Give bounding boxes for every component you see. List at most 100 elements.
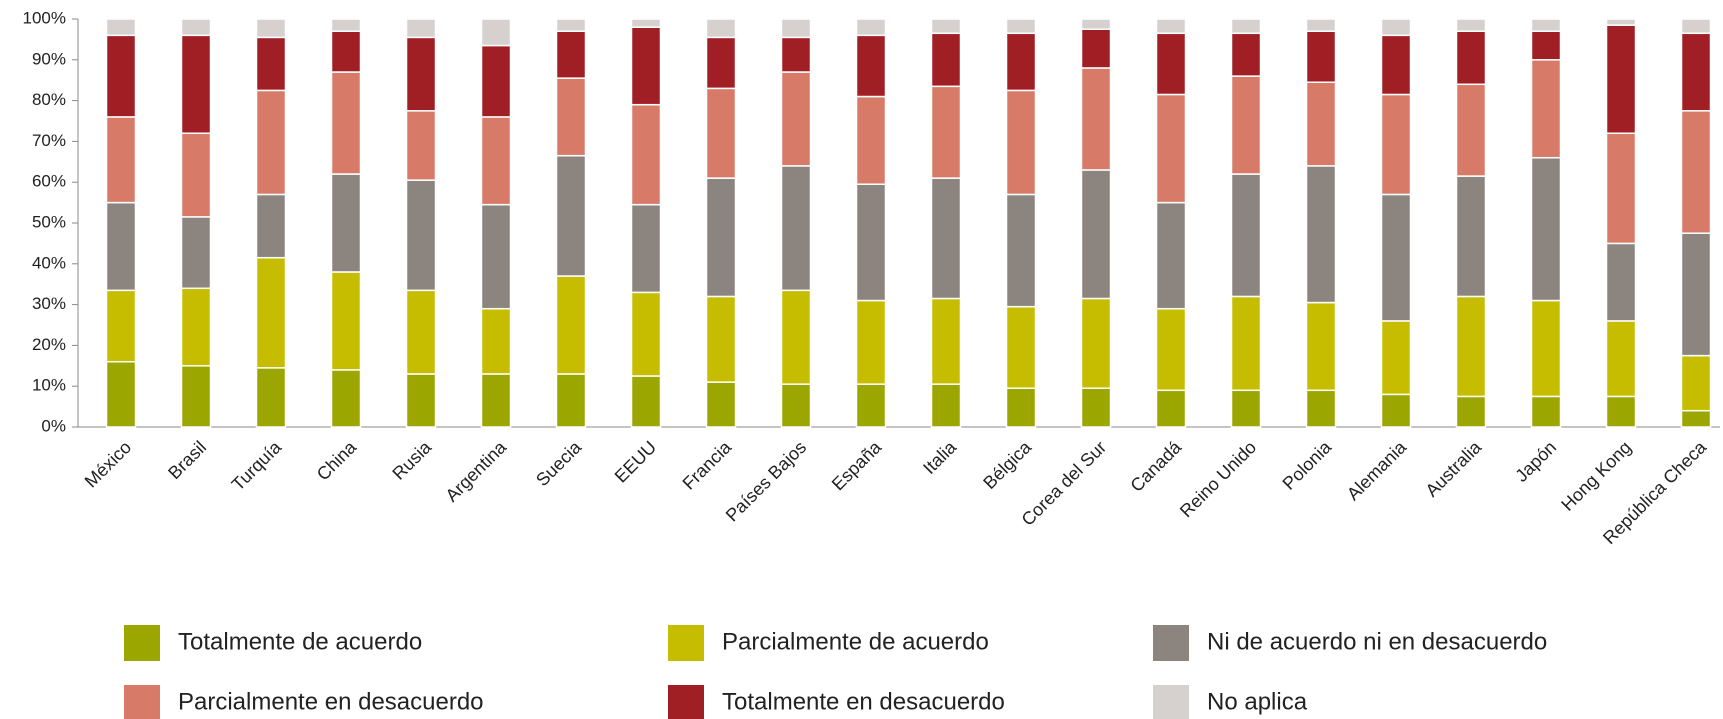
bar-segment <box>630 26 662 106</box>
bar-segment <box>930 85 962 179</box>
x-tick-label: Reino Unido <box>1176 437 1260 521</box>
bar-segment <box>1530 18 1562 32</box>
legend-label: Ni de acuerdo ni en desacuerdo <box>1207 628 1547 655</box>
bar-segment <box>105 360 137 428</box>
bar-segment <box>1005 387 1037 428</box>
bar-segment <box>1230 32 1262 77</box>
bar-segment <box>555 18 587 32</box>
bar-segment <box>1680 110 1712 234</box>
bar-segment <box>1005 18 1037 35</box>
legend-label: Parcialmente en desacuerdo <box>178 688 484 715</box>
x-tick-label: España <box>828 436 886 494</box>
y-tick-label: 20% <box>32 335 66 354</box>
bar-segment <box>705 295 737 383</box>
bar-segment <box>855 95 887 185</box>
bar-segment <box>405 373 437 428</box>
bar-segment <box>1005 305 1037 389</box>
bar-segment <box>1455 30 1487 86</box>
bar-segment <box>1155 18 1187 35</box>
bar-segment <box>1305 165 1337 304</box>
bar-segment <box>255 18 287 39</box>
bar-segment <box>930 297 962 385</box>
bar-segment <box>1380 393 1412 428</box>
legend-label: Parcialmente de acuerdo <box>722 628 989 655</box>
bar-segment <box>630 203 662 294</box>
x-tick-label: Canadá <box>1126 436 1185 495</box>
x-tick-label: EEUU <box>611 437 661 487</box>
bar-segment <box>330 173 362 273</box>
bar-segment <box>930 383 962 428</box>
bar-segment <box>1455 18 1487 32</box>
x-tick-label: Turquía <box>228 436 286 494</box>
bar-segment <box>255 89 287 196</box>
bar-segment <box>405 179 437 292</box>
legend-swatch <box>124 685 160 719</box>
legend-swatch <box>668 625 704 661</box>
bar-segment <box>705 36 737 90</box>
bar-segment <box>105 116 137 204</box>
bar-segment <box>1080 67 1112 171</box>
bar-segment <box>1455 395 1487 428</box>
y-tick-label: 70% <box>32 131 66 150</box>
legend-swatch <box>124 625 160 661</box>
bar-segment <box>180 132 212 218</box>
bar-segment <box>1680 354 1712 412</box>
bar-segment <box>330 271 362 371</box>
y-tick-label: 80% <box>32 90 66 109</box>
bar-segment <box>105 34 137 118</box>
bar-segment <box>1455 83 1487 177</box>
y-tick-label: 60% <box>32 172 66 191</box>
x-tick-label: Argentina <box>442 436 511 505</box>
bar-segment <box>1380 320 1412 396</box>
bar-segment <box>555 154 587 277</box>
bar-segment <box>1605 395 1637 428</box>
bar-segment <box>630 291 662 377</box>
bar-segment <box>480 44 512 118</box>
x-tick-label: Hong Kong <box>1557 437 1635 515</box>
bar-segment <box>630 375 662 428</box>
legend-label: No aplica <box>1207 688 1308 715</box>
bar-segment <box>405 110 437 181</box>
bar-segment <box>180 34 212 134</box>
bar-segment <box>480 18 512 47</box>
bar-segment <box>630 103 662 206</box>
bar-segment <box>555 30 587 79</box>
legend-swatch <box>668 685 704 719</box>
bar-segment <box>180 216 212 290</box>
bar-segment <box>930 18 962 35</box>
bar-segment <box>1080 297 1112 389</box>
bar-segment <box>780 18 812 39</box>
x-tick-label: Francia <box>679 436 736 493</box>
bar-segment <box>330 18 362 32</box>
y-tick-label: 100% <box>23 8 66 27</box>
bar-segment <box>780 165 812 292</box>
bar-segment <box>855 18 887 37</box>
x-tick-label: Alemania <box>1343 436 1411 504</box>
bar-segment <box>255 367 287 428</box>
bar-segment <box>1155 93 1187 204</box>
bar-segment <box>405 18 437 39</box>
bar-segment <box>405 289 437 375</box>
bar-segment <box>1230 389 1262 428</box>
y-tick-label: 30% <box>32 294 66 313</box>
x-tick-label: Japón <box>1511 437 1560 486</box>
bar-segment <box>330 30 362 73</box>
x-tick-label: China <box>313 436 361 484</box>
bar-segment <box>1005 32 1037 92</box>
x-tick-label: Suecia <box>532 436 586 490</box>
bar-segment <box>780 71 812 167</box>
bar-segment <box>105 18 137 37</box>
bar-segment <box>105 201 137 292</box>
bar-segment <box>930 32 962 88</box>
legend-swatch <box>1153 625 1189 661</box>
bar-segment <box>555 275 587 375</box>
bar-segment <box>330 71 362 175</box>
bar-segment <box>930 177 962 300</box>
bar-segment <box>1605 320 1637 398</box>
y-tick-label: 90% <box>32 49 66 68</box>
bar-segment <box>1230 295 1262 392</box>
bar-segment <box>1530 156 1562 302</box>
bar-segment <box>1380 93 1412 196</box>
bar-segment <box>1305 81 1337 167</box>
